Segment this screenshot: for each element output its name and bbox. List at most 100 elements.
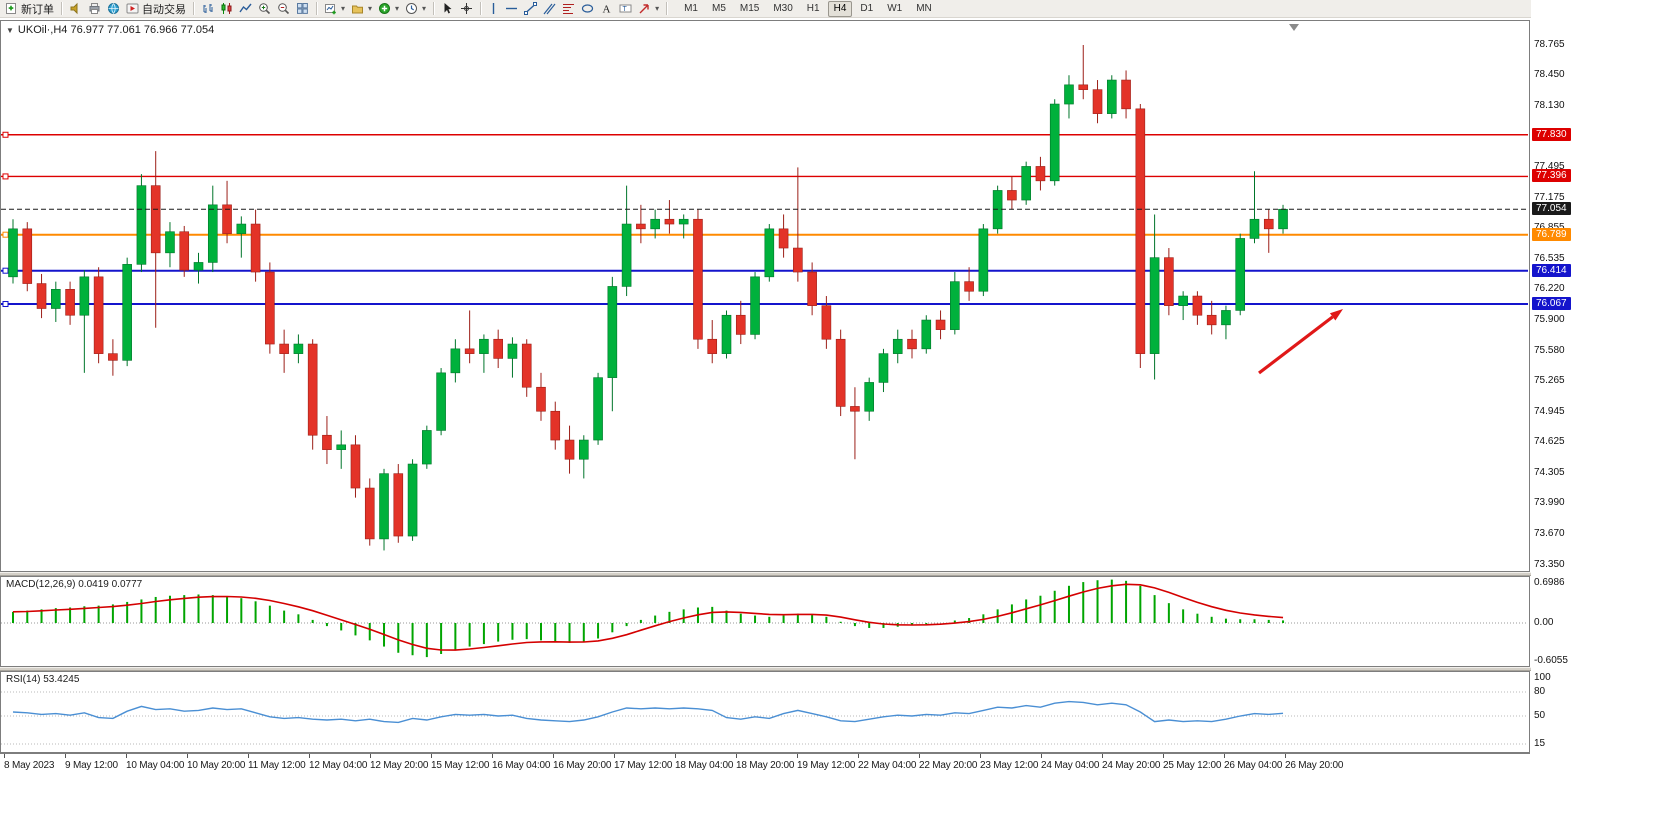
candlestick xyxy=(222,180,232,244)
new-order-button[interactable]: 新订单 xyxy=(2,1,57,17)
crosshair-tool-button[interactable] xyxy=(457,1,476,17)
rsi-panel[interactable]: RSI(14) 53.4245 xyxy=(0,671,1530,753)
arrows-tool-button[interactable]: ▾ xyxy=(635,1,662,17)
timeframe-button-mn[interactable]: MN xyxy=(916,2,932,14)
line-anchor-handle[interactable] xyxy=(2,173,9,180)
price-tick-label: 75.900 xyxy=(1534,314,1565,325)
time-axis-tick xyxy=(553,754,554,758)
candlestick xyxy=(379,468,389,551)
periods-clock-icon xyxy=(405,2,418,15)
line-anchor-handle[interactable] xyxy=(2,267,9,274)
arrow-annotation-head[interactable] xyxy=(1329,309,1343,321)
line-chart-button[interactable] xyxy=(236,1,255,17)
globe-icon xyxy=(107,2,120,15)
web-button[interactable] xyxy=(104,1,123,17)
panel-splitter[interactable] xyxy=(0,572,1655,576)
time-axis-label: 15 May 12:00 xyxy=(431,760,490,771)
bar-chart-button[interactable] xyxy=(198,1,217,17)
time-axis-label: 9 May 12:00 xyxy=(65,760,118,771)
price-chart-panel[interactable]: ▼ UKOil·,H4 76.977 77.061 76.966 77.054 xyxy=(0,20,1530,572)
cursor-icon xyxy=(441,2,454,15)
candlestick xyxy=(892,329,903,364)
label-tool-button[interactable]: T xyxy=(616,1,635,17)
time-axis[interactable]: 8 May 2023 9 May 12:00 10 May 04:00 10 May … xyxy=(0,753,1530,775)
candlestick xyxy=(250,209,261,282)
chevron-down-icon: ▾ xyxy=(655,4,660,13)
fibonacci-icon xyxy=(562,2,575,15)
candlestick xyxy=(721,310,732,359)
toolbar-separator xyxy=(433,2,435,15)
macd-panel[interactable]: MACD(12,26,9) 0.0419 0.0777 xyxy=(0,576,1530,667)
candlestick xyxy=(1206,300,1217,335)
price-tick-label: 73.990 xyxy=(1534,497,1565,508)
horizontal-line-tool-button[interactable] xyxy=(502,1,521,17)
chart-shift-marker[interactable] xyxy=(1289,24,1299,31)
line-anchor-handle[interactable] xyxy=(2,301,9,308)
candlestick xyxy=(450,339,461,383)
candlestick xyxy=(479,334,489,373)
candlestick xyxy=(536,372,546,421)
chart-dropdown-icon[interactable]: ▼ xyxy=(6,25,14,35)
candlestick xyxy=(1106,75,1117,119)
time-axis-label: 17 May 12:00 xyxy=(614,760,673,771)
new-chart-button[interactable]: ▾ xyxy=(321,1,348,17)
chevron-down-icon: ▾ xyxy=(395,4,400,13)
auto-trading-icon xyxy=(126,2,139,15)
channel-tool-button[interactable] xyxy=(540,1,559,17)
price-chart-plot[interactable] xyxy=(1,21,1528,570)
macd-scale-label: 0.6986 xyxy=(1534,577,1565,588)
auto-trading-button[interactable]: 自动交易 xyxy=(123,1,189,17)
timeframe-button-m30[interactable]: M30 xyxy=(773,2,793,14)
time-axis-label: 18 May 04:00 xyxy=(675,760,734,771)
indicators-button[interactable]: ▾ xyxy=(375,1,402,17)
cursor-tool-button[interactable] xyxy=(438,1,457,17)
timeframe-button-h4[interactable]: H4 xyxy=(827,0,853,17)
candlestick xyxy=(950,272,960,335)
trendline-tool-button[interactable] xyxy=(521,1,540,17)
candlestick xyxy=(935,310,946,340)
time-axis-label: 8 May 2023 xyxy=(4,760,55,771)
macd-plot[interactable] xyxy=(1,577,1528,666)
fibonacci-tool-button[interactable] xyxy=(559,1,578,17)
candlestick xyxy=(436,368,446,436)
candlestick xyxy=(422,425,432,469)
price-scale[interactable]: 78.76578.45078.13077.81077.49577.17576.8… xyxy=(1531,0,1655,824)
rsi-scale-label: 15 xyxy=(1534,738,1546,749)
candlestick xyxy=(364,478,375,546)
print-button[interactable] xyxy=(85,1,104,17)
timeframe-button-h1[interactable]: H1 xyxy=(806,2,820,14)
timeframe-button-m1[interactable]: M1 xyxy=(684,2,698,14)
shapes-tool-button[interactable] xyxy=(578,1,597,17)
macd-scale-label: 0.00 xyxy=(1534,617,1554,628)
auto-trading-label: 自动交易 xyxy=(142,3,186,16)
periods-button[interactable]: ▾ xyxy=(402,1,429,17)
arrow-annotation[interactable] xyxy=(1258,315,1334,375)
time-axis-label: 12 May 04:00 xyxy=(309,760,368,771)
timeframe-button-m5[interactable]: M5 xyxy=(711,2,726,14)
new-chart-icon xyxy=(324,2,337,15)
timeframe-button-d1[interactable]: D1 xyxy=(860,2,874,14)
tile-windows-button[interactable] xyxy=(293,1,312,17)
alerts-button[interactable] xyxy=(66,1,85,17)
candlestick xyxy=(65,281,75,325)
candlestick xyxy=(22,222,33,292)
profiles-button[interactable]: ▾ xyxy=(348,1,375,17)
rsi-plot[interactable] xyxy=(1,672,1528,752)
panel-splitter[interactable] xyxy=(0,667,1655,671)
candlestick-chart-button[interactable] xyxy=(217,1,236,17)
candlestick xyxy=(79,270,90,373)
time-axis-tick xyxy=(1102,754,1103,758)
candlestick xyxy=(878,348,889,393)
zoom-out-icon xyxy=(277,2,290,15)
line-anchor-handle[interactable] xyxy=(2,131,9,138)
zoom-in-button[interactable] xyxy=(255,1,274,17)
candlestick xyxy=(150,151,161,328)
timeframe-button-m15[interactable]: M15 xyxy=(739,2,760,14)
zoom-out-button[interactable] xyxy=(274,1,293,17)
vertical-line-tool-button[interactable] xyxy=(485,1,502,17)
time-axis-tick xyxy=(919,754,920,758)
line-anchor-handle[interactable] xyxy=(2,231,9,238)
timeframe-button-w1[interactable]: W1 xyxy=(887,2,903,14)
text-tool-button[interactable]: A xyxy=(597,1,616,17)
candlestick xyxy=(207,185,218,273)
